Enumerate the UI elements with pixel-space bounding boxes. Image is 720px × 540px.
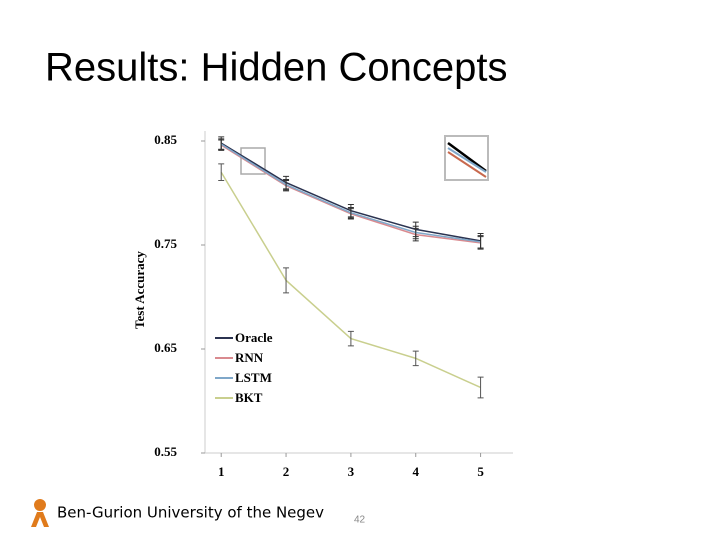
- y-axis-label: Test Accuracy: [132, 251, 147, 329]
- y-tick-label: 0.75: [154, 236, 177, 251]
- x-tick-label: 1: [218, 464, 225, 479]
- page-number: 42: [354, 515, 366, 526]
- error-bar: [347, 207, 354, 219]
- legend-label: RNN: [235, 350, 264, 365]
- series-line: [220, 144, 481, 244]
- series-line: [220, 142, 481, 242]
- error-bar: [477, 235, 484, 249]
- x-tick-label: 4: [412, 464, 419, 479]
- legend-label: Oracle: [235, 330, 273, 345]
- error-bar: [477, 376, 484, 399]
- x-tick-label: 5: [477, 464, 484, 479]
- error-bar: [283, 267, 290, 294]
- legend-label: LSTM: [235, 370, 272, 385]
- inset-line: [447, 147, 487, 173]
- logo-part: [34, 499, 46, 511]
- logo: [31, 499, 49, 527]
- error-bar: [347, 330, 354, 347]
- error-bar: [412, 350, 419, 367]
- y-tick-label: 0.55: [154, 444, 177, 459]
- error-bar: [218, 138, 225, 150]
- error-bar: [283, 178, 290, 191]
- series-line: [220, 143, 481, 243]
- x-tick-label: 2: [283, 464, 290, 479]
- error-bar: [412, 225, 419, 240]
- zoom-inset: [444, 135, 489, 181]
- x-tick-label: 3: [348, 464, 355, 479]
- inset-line: [447, 141, 487, 173]
- y-tick-label: 0.85: [154, 132, 177, 147]
- y-tick-label: 0.65: [154, 340, 177, 355]
- inset-line: [447, 151, 487, 178]
- slide-title: Results: Hidden Concepts: [45, 46, 507, 90]
- legend-label: BKT: [235, 390, 263, 405]
- logo-part: [31, 512, 49, 527]
- footer: Ben-Gurion University of the Negev: [57, 504, 324, 522]
- zoom-box: [240, 147, 266, 175]
- error-bar: [218, 163, 225, 182]
